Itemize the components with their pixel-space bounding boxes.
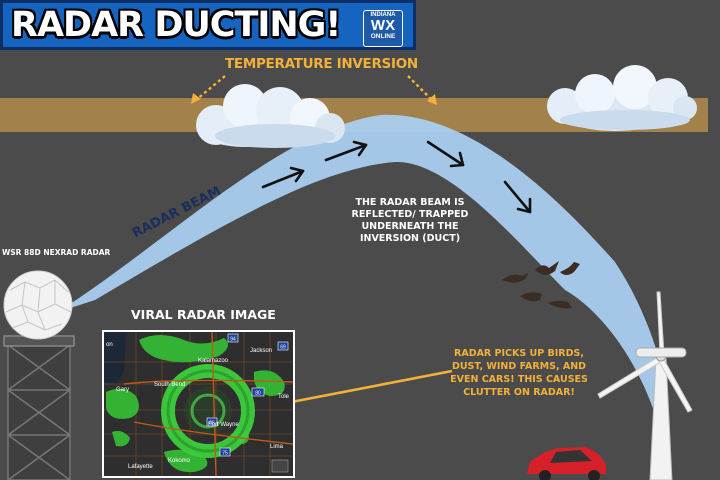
city-lafayette: Lafayette <box>128 464 153 470</box>
arrow-icon <box>426 140 465 168</box>
arrow-icon <box>324 140 368 162</box>
logo-line3: ONLINE <box>370 33 396 40</box>
beam-reflected-note: THE RADAR BEAM IS REFLECTED/ TRAPPED UND… <box>351 197 469 244</box>
interstate-65-label: 65 <box>209 421 215 427</box>
bird-icon <box>535 261 559 275</box>
arrowhead-icon <box>191 93 201 104</box>
radome-icon <box>3 270 73 340</box>
map-watermark-icon <box>271 459 289 473</box>
interstate-shield-65: 65 <box>206 417 218 427</box>
city-lima: Lima <box>270 444 284 450</box>
dotted-arrow-icon <box>195 75 226 101</box>
page-title: RADAR DUCTING! <box>11 5 341 45</box>
clutter-note: RADAR PICKS UP BIRDS, DUST, WIND FARMS, … <box>450 348 588 398</box>
city-fort-wayne: Fort Wayne <box>208 422 239 428</box>
city-gary: Gary <box>116 387 129 393</box>
interstate-80-label: 80 <box>255 391 261 397</box>
title-banner: RADAR DUCTING! INDIANA WX ONLINE <box>0 0 416 50</box>
bird-icon <box>548 300 572 309</box>
arrowhead-icon <box>427 94 437 105</box>
radar-map: 94 69 80 65 75 on Kalamazoo Jac <box>104 332 293 476</box>
bird-icon <box>502 273 528 283</box>
radar-site-label: WSR 88D NEXRAD RADAR <box>2 248 111 257</box>
viral-radar-image: 94 69 80 65 75 on Kalamazoo Jac <box>102 330 295 478</box>
cloud-icon <box>196 84 345 148</box>
arrow-icon <box>503 180 532 214</box>
interstate-75-label: 75 <box>222 451 228 457</box>
viral-image-label: VIRAL RADAR IMAGE <box>131 307 276 322</box>
interstate-shield-94: 94 <box>227 333 239 343</box>
cloud-icon <box>547 65 697 131</box>
indiana-wx-online-logo: INDIANA WX ONLINE <box>363 10 403 47</box>
interstate-shield-69: 69 <box>277 341 289 351</box>
bird-flock <box>502 261 580 309</box>
radar-tower-icon <box>3 335 75 480</box>
dotted-arrow-icon <box>407 75 434 102</box>
logo-line2: WX <box>370 17 396 34</box>
logo-line1: INDIANA <box>370 12 396 18</box>
car-icon <box>527 447 606 480</box>
city-south-bend: South Bend <box>154 382 185 388</box>
interstate-94-label: 94 <box>230 337 236 343</box>
arrow-icon <box>261 166 305 189</box>
bird-icon <box>560 262 580 275</box>
interstate-shield-75: 75 <box>219 447 231 457</box>
beam-direction-arrows <box>261 140 532 214</box>
interstate-69-label: 69 <box>280 345 286 351</box>
inversion-pointer-arrows <box>195 75 434 102</box>
wind-turbine-icon <box>597 291 693 480</box>
city-kalamazoo: Kalamazoo <box>198 358 229 364</box>
city-jackson: Jackson <box>250 348 272 354</box>
temperature-inversion-label: TEMPERATURE INVERSION <box>225 56 418 72</box>
map-edge-label: on <box>106 342 113 348</box>
interstate-shield-80: 80 <box>251 387 265 397</box>
city-toledo: Tole <box>278 394 290 400</box>
bird-icon <box>520 292 542 302</box>
city-kokomo: Kokomo <box>168 458 191 464</box>
